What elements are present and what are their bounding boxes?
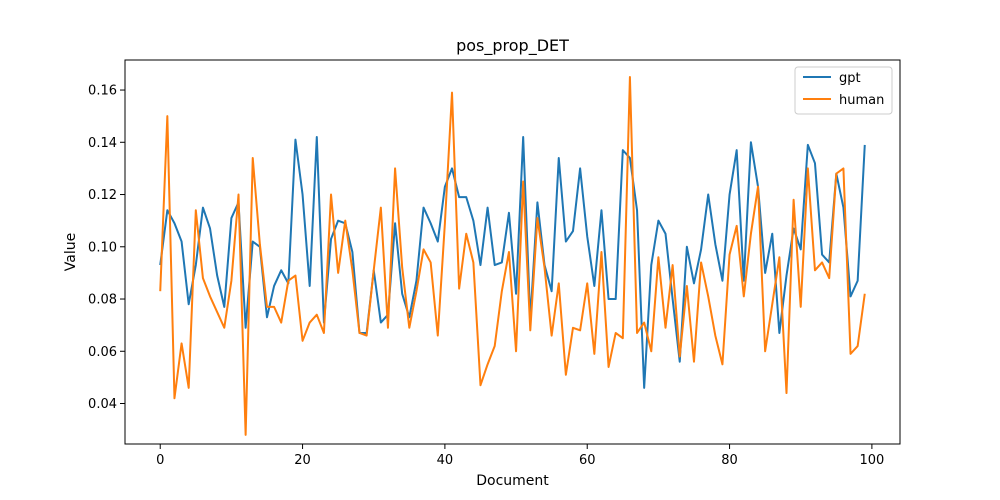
series-line-human bbox=[159, 75, 866, 436]
x-tick-label: 60 bbox=[579, 453, 596, 468]
axes-frame bbox=[124, 59, 901, 445]
x-axis-label: Document bbox=[476, 473, 549, 489]
y-tick-label: 0.16 bbox=[88, 84, 117, 99]
legend-frame bbox=[794, 66, 893, 115]
legend-label-gpt: gpt bbox=[839, 71, 861, 86]
y-axis-ticks: 0.04 0.06 0.08 0.10 0.12 0.14 0.16 bbox=[88, 84, 125, 412]
y-tick-label: 0.08 bbox=[88, 293, 117, 308]
legend: gpt human bbox=[794, 66, 893, 115]
y-tick-label: 0.14 bbox=[88, 136, 117, 151]
x-tick-label: 80 bbox=[721, 453, 738, 468]
legend-label-human: human bbox=[839, 93, 884, 108]
x-tick-label: 100 bbox=[859, 453, 884, 468]
y-tick-label: 0.06 bbox=[88, 345, 117, 360]
series-layer bbox=[159, 75, 866, 436]
chart-title: pos_prop_DET bbox=[456, 36, 569, 56]
y-tick-label: 0.10 bbox=[88, 240, 117, 255]
axes-spines bbox=[124, 59, 901, 445]
x-tick-label: 40 bbox=[437, 453, 454, 468]
x-tick-label: 20 bbox=[294, 453, 311, 468]
y-tick-label: 0.04 bbox=[88, 397, 117, 412]
y-tick-label: 0.12 bbox=[88, 188, 117, 203]
x-tick-label: 0 bbox=[156, 453, 164, 468]
x-axis-ticks: 0 20 40 60 80 100 bbox=[156, 444, 884, 468]
series-line-gpt bbox=[159, 136, 866, 389]
y-axis-label: Value bbox=[63, 233, 79, 271]
